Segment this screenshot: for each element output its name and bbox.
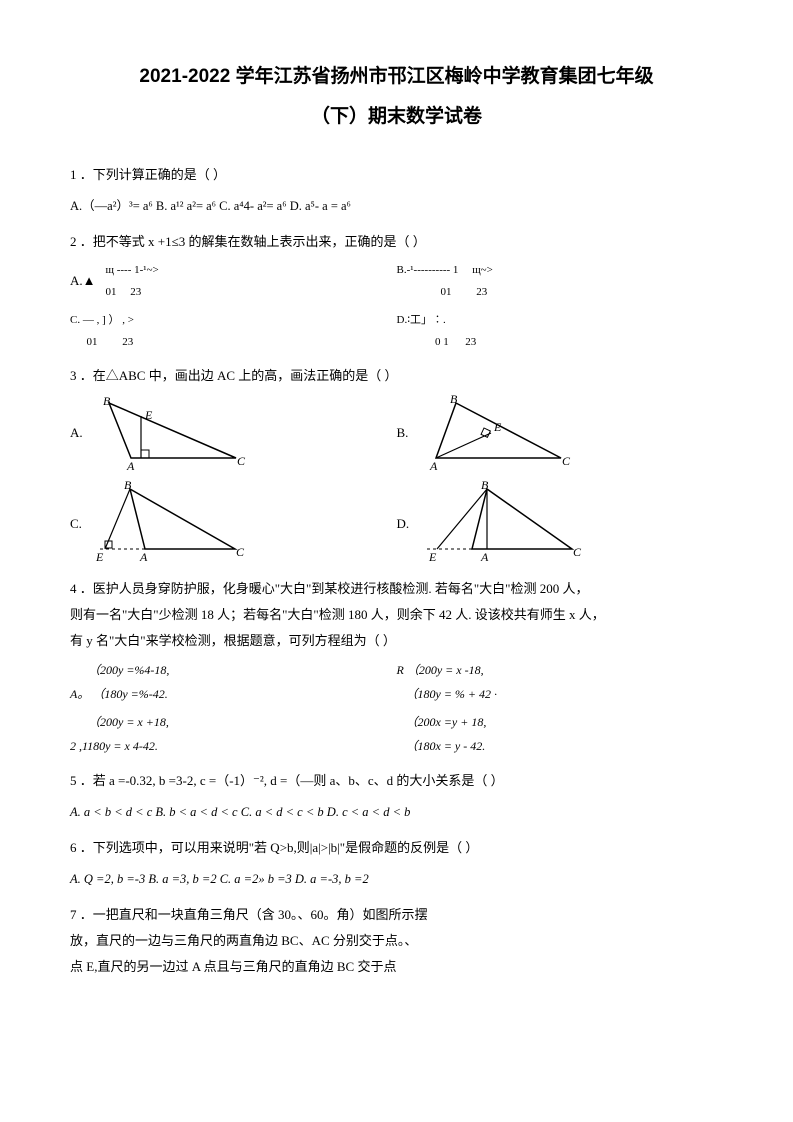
triangle-d-icon: B E A C: [417, 481, 587, 566]
svg-text:C: C: [562, 454, 571, 468]
svg-text:E: E: [144, 408, 153, 422]
svg-text:C: C: [573, 545, 582, 559]
q3-c-label: C.: [70, 511, 82, 537]
q7-l3: 点 E,直尺的另一边过 A 点且与三角尺的直角边 BC 交于点: [70, 954, 723, 980]
svg-text:C: C: [237, 454, 246, 468]
q2-b-t1: 01: [441, 286, 452, 298]
question-4: 4 ．医护人员身穿防护服，化身暖心"大白"到某校进行核酸检测. 若每名"大白"检…: [70, 576, 723, 758]
question-1: 1 ．下列计算正确的是（ ） A.（—a²）³= a⁶ B. a¹² a²= a…: [70, 162, 723, 219]
q4-c: （200y = x +18, 2 ,1180y = x 4-42.: [70, 710, 397, 758]
q3-opt-a: A. B E A C: [70, 393, 397, 473]
q2-c-t2: 23: [122, 336, 133, 348]
q2-stem: 2 ．把不等式 x +1≤3 的解集在数轴上表示出来，正确的是（ ）: [70, 229, 723, 255]
q4-b: R （200y = x -18, （180y = % + 42 ·: [397, 658, 724, 706]
q4-d: （200x =y + 18, （180x = y - 42.: [397, 710, 724, 758]
q2-a-t1: 01: [106, 286, 117, 298]
q7-l2: 放，直尺的一边与三角尺的两直角边 BC、AC 分别交于点。、: [70, 928, 723, 954]
triangle-b-icon: B E A C: [416, 393, 576, 473]
svg-text:C: C: [236, 545, 245, 559]
svg-text:B: B: [124, 481, 132, 492]
question-7: 7 ．一把直尺和一块直角三角尺（含 30。、60。角）如图所示摆 放，直尺的一边…: [70, 902, 723, 980]
q2-opt-d: D.∶工」∶. 0 1 23: [397, 309, 724, 353]
q3-opt-b: B. B E A C: [397, 393, 724, 473]
question-5: 5 ．若 a =-0.32, b =3-2, c =（-1）⁻², d =（—则…: [70, 768, 723, 825]
title-line2: （下）期末数学试卷: [70, 100, 723, 134]
svg-text:A: A: [139, 550, 148, 564]
svg-text:A: A: [429, 459, 438, 473]
q4-l1: 4 ．医护人员身穿防护服，化身暖心"大白"到某校进行核酸检测. 若每名"大白"检…: [70, 576, 723, 602]
q2-d-t1: 0 1: [435, 336, 449, 348]
title-line1: 2021-2022 学年江苏省扬州市邗江区梅岭中学教育集团七年级: [70, 60, 723, 94]
q3-a-label: A.: [70, 420, 83, 446]
q6-options: A. Q =2, b =-3 B. a =3, b =2 C. a =2» b …: [70, 867, 723, 892]
q2-c-t1: 01: [87, 336, 98, 348]
q1-options: A.（—a²）³= a⁶ B. a¹² a²= a⁶ C. a⁴4- a²= a…: [70, 194, 723, 219]
q5-options: A. a < b < d < c B. b < a < d < c C. a <…: [70, 800, 723, 825]
q2-a-t2: 23: [130, 286, 141, 298]
q2-d-label: D.∶工」∶.: [397, 314, 446, 326]
q2-opt-b: B.-¹---------- 1 щ~> 01 23: [397, 259, 724, 303]
q2-d-t2: 23: [465, 336, 476, 348]
q2-c-label: C. — , ] ） , >: [70, 314, 134, 326]
svg-text:E: E: [95, 550, 104, 564]
q7-stem: 7 ．一把直尺和一块直角三角尺（含 30。、60。角）如图所示摆: [70, 902, 723, 928]
svg-text:B: B: [481, 481, 489, 492]
q2-b-mid: щ~>: [472, 264, 493, 276]
q3-stem: 3 ．在△ABC 中，画出边 AC 上的高，画法正确的是（ ）: [70, 363, 723, 389]
q2-b-t2: 23: [476, 286, 487, 298]
svg-text:B: B: [103, 394, 111, 408]
q1-stem: 1 ．下列计算正确的是（ ）: [70, 162, 723, 188]
q2-opt-a: A.▲ щ ---- 1-¹~> 01 23: [70, 259, 397, 303]
q2-b-label: B.-¹---------- 1: [397, 264, 459, 276]
q4-l3: 有 y 名"大白"来学校检测，根据题意，可列方程组为（ ）: [70, 628, 723, 654]
triangle-a-icon: B E A C: [91, 393, 251, 473]
q4-a: （200y =%4-18, A。 （180y =%-42.: [70, 658, 397, 706]
q2-a-label: A.▲: [70, 268, 96, 294]
q4-l2: 则有一名"大白"少检测 18 人；若每名"大白"检测 180 人，则余下 42 …: [70, 602, 723, 628]
q3-opt-c: C. B E A C: [70, 481, 397, 566]
svg-text:E: E: [493, 420, 502, 434]
question-2: 2 ．把不等式 x +1≤3 的解集在数轴上表示出来，正确的是（ ） A.▲ щ…: [70, 229, 723, 353]
q3-d-label: D.: [397, 511, 410, 537]
q3-b-label: B.: [397, 420, 409, 446]
svg-text:A: A: [126, 459, 135, 473]
q5-stem: 5 ．若 a =-0.32, b =3-2, c =（-1）⁻², d =（—则…: [70, 768, 723, 794]
svg-text:E: E: [428, 550, 437, 564]
question-3: 3 ．在△ABC 中，画出边 AC 上的高，画法正确的是（ ） A. B E A…: [70, 363, 723, 566]
question-6: 6 ．下列选项中，可以用来说明"若 Q>b,则|a|>|b|"是假命题的反例是（…: [70, 835, 723, 892]
svg-text:B: B: [450, 393, 458, 406]
q3-opt-d: D. B E A C: [397, 481, 724, 566]
svg-text:A: A: [480, 550, 489, 564]
q2-a-mid: щ ---- 1-¹~>: [106, 264, 159, 276]
triangle-c-icon: B E A C: [90, 481, 250, 566]
q2-opt-c: C. — , ] ） , > 01 23: [70, 309, 397, 353]
q6-stem: 6 ．下列选项中，可以用来说明"若 Q>b,则|a|>|b|"是假命题的反例是（…: [70, 835, 723, 861]
